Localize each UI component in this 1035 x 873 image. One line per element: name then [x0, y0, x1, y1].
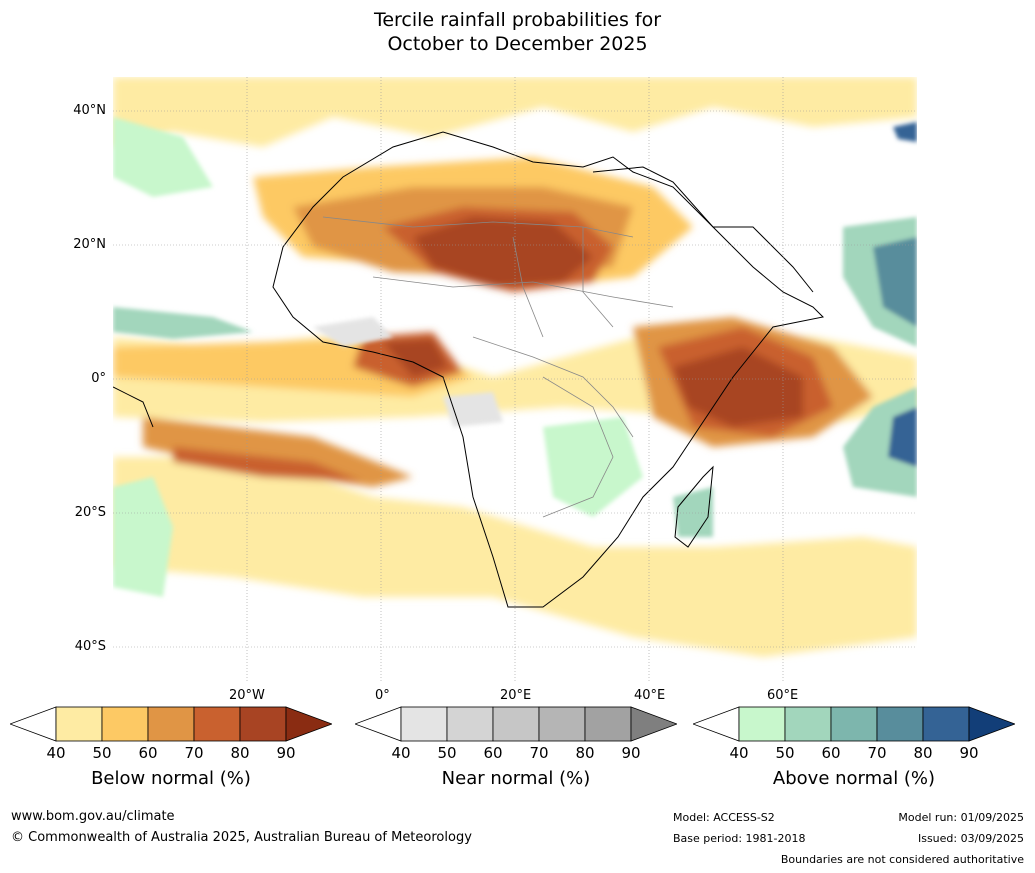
coastlines — [113, 131, 825, 608]
colorbar-min-arrow — [8, 706, 57, 742]
colorbar-min-arrow — [691, 706, 740, 742]
tick-label: 70 — [184, 744, 204, 762]
tick-label: 40 — [729, 744, 749, 762]
colorbar-max-arrow — [285, 706, 334, 742]
footer-website-link[interactable]: www.bom.gov.au/climate — [11, 809, 175, 824]
tick-label: 90 — [621, 744, 641, 762]
colorbar-segment — [147, 706, 195, 742]
colorbar-segment — [400, 706, 448, 742]
tick-label: 80 — [230, 744, 250, 762]
tick-label: 70 — [529, 744, 549, 762]
tick-label: 40 — [391, 744, 411, 762]
colorbar-segment — [922, 706, 970, 742]
colorbar-segment — [492, 706, 540, 742]
lat-label-40n: 40°N — [73, 103, 106, 118]
colorbar-below-normal — [8, 706, 334, 746]
tick-label: 90 — [959, 744, 979, 762]
colorbar-near-title: Near normal (%) — [441, 768, 591, 789]
tick-label: 50 — [775, 744, 795, 762]
colorbar-segment — [584, 706, 632, 742]
colorbar-above-title: Above normal (%) — [772, 768, 936, 789]
title-line-2: October to December 2025 — [387, 33, 648, 55]
colorbar-segment — [784, 706, 832, 742]
lon-label-20w: 20°W — [229, 688, 265, 703]
footer-issued: Issued: 03/09/2025 — [917, 832, 1024, 845]
tick-label: 60 — [483, 744, 503, 762]
colorbar-segment — [830, 706, 878, 742]
lon-label-20e: 20°E — [500, 688, 532, 703]
lon-label-60e: 60°E — [767, 688, 799, 703]
tick-label: 50 — [437, 744, 457, 762]
map-title: Tercile rainfall probabilities for Octob… — [0, 8, 1035, 56]
tick-label: 60 — [138, 744, 158, 762]
footer-boundaries-note: Boundaries are not considered authoritat… — [780, 853, 1024, 866]
colorbar-max-arrow — [630, 706, 679, 742]
above-normal-patches — [113, 117, 917, 597]
colorbar-max-arrow — [968, 706, 1017, 742]
footer-base-period: Base period: 1981-2018 — [673, 832, 806, 845]
colorbar-segment — [538, 706, 586, 742]
colorbar-segment — [239, 706, 287, 742]
footer-copyright: © Commonwealth of Australia 2025, Austra… — [11, 830, 472, 845]
lon-label-40e: 40°E — [634, 688, 666, 703]
colorbar-near-normal — [353, 706, 679, 746]
tick-label: 60 — [821, 744, 841, 762]
footer-model-run: Model run: 01/09/2025 — [898, 811, 1024, 824]
lat-label-20n: 20°N — [73, 237, 106, 252]
tick-label: 70 — [867, 744, 887, 762]
colorbar-segment — [193, 706, 241, 742]
footer-model: Model: ACCESS-S2 — [673, 811, 775, 824]
rainfall-probability-map — [113, 77, 917, 681]
tick-label: 80 — [575, 744, 595, 762]
colorbar-segment — [446, 706, 494, 742]
colorbar-below-title: Below normal (%) — [91, 768, 251, 789]
colorbar-segment — [738, 706, 786, 742]
colorbar-segment — [55, 706, 103, 742]
title-line-1: Tercile rainfall probabilities for — [373, 9, 662, 31]
graticule — [113, 77, 917, 681]
colorbar-segment — [876, 706, 924, 742]
lon-label-0: 0° — [375, 688, 390, 703]
tick-label: 40 — [46, 744, 66, 762]
tick-label: 90 — [276, 744, 296, 762]
colorbar-min-arrow — [353, 706, 402, 742]
tick-label: 50 — [92, 744, 112, 762]
colorbar-above-normal — [691, 706, 1017, 746]
map-canvas — [113, 77, 917, 681]
colorbar-segment — [101, 706, 149, 742]
lat-label-20s: 20°S — [74, 505, 106, 520]
lat-label-40s: 40°S — [74, 639, 106, 654]
lat-label-equator: 0° — [91, 371, 106, 386]
country-borders — [322, 216, 674, 518]
tick-label: 80 — [913, 744, 933, 762]
